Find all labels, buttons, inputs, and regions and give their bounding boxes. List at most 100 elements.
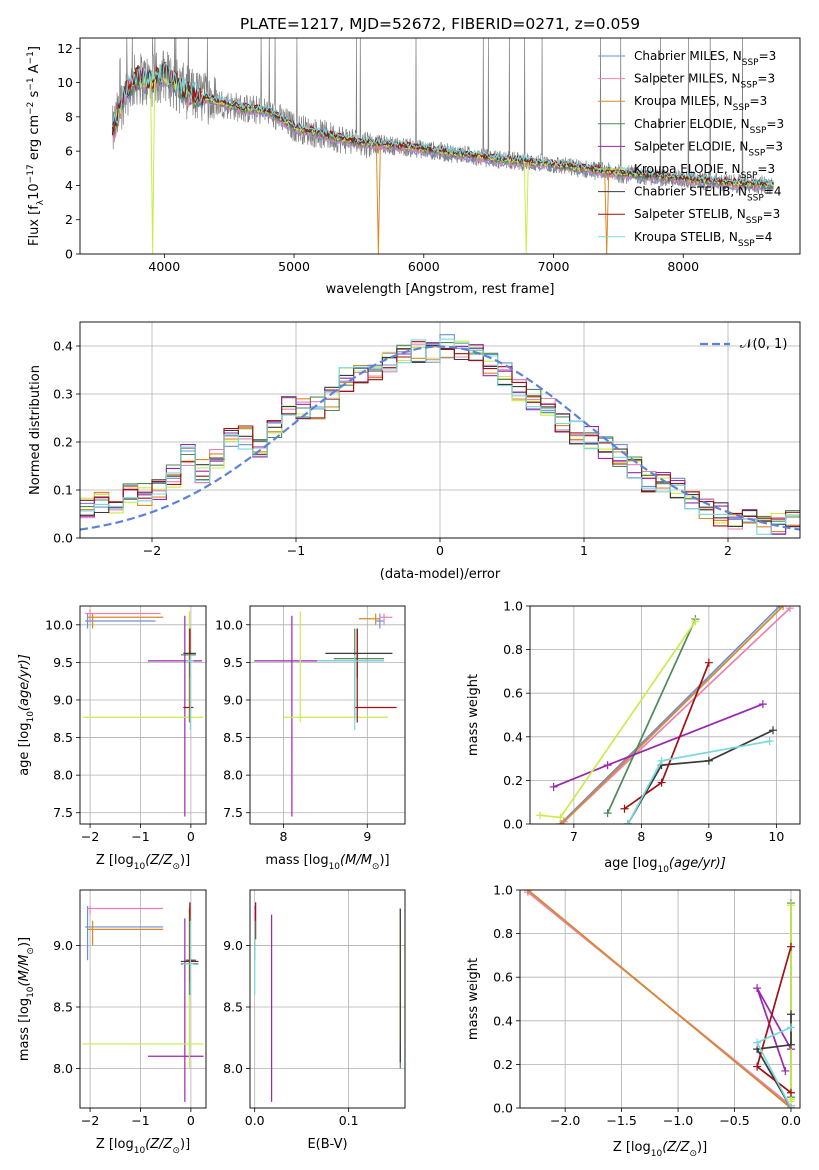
spectrum-dip [150, 81, 156, 254]
data-marker [549, 782, 558, 791]
axes-frame [249, 889, 406, 1109]
data-marker [557, 820, 566, 824]
model-spectrum [111, 68, 774, 192]
tick-label-y: 8.5 [53, 730, 73, 745]
tick-label-y: 0.4 [503, 729, 523, 744]
tick-label-y: 0.4 [53, 339, 73, 354]
label-part: (Z/Z [145, 1137, 173, 1152]
tick-label-x: 8000 [667, 259, 699, 274]
tick-label-x: 0 [187, 1113, 195, 1128]
label-part: mass [log [265, 853, 328, 868]
tick-label-y: 9.0 [53, 938, 73, 953]
tick-label-y: 9.5 [53, 655, 73, 670]
tick-label-y: 8.0 [53, 1061, 73, 1076]
label-part: Kroupa MILES, N [634, 94, 733, 108]
label-part: 10 [27, 183, 42, 200]
data-marker [786, 1010, 795, 1019]
figure-title: PLATE=1217, MJD=52672, FIBERID=0271, z=0… [240, 15, 640, 33]
tick-label-y: 1.0 [493, 883, 513, 898]
label-part: =4 [755, 230, 773, 244]
label-part: −2 [26, 102, 36, 115]
label-part: SSP [741, 81, 758, 91]
data-marker [603, 761, 612, 770]
x-axis-label: (data-model)/error [380, 567, 501, 582]
tick-label-y: 0 [65, 247, 73, 262]
tick-label-y: 0.6 [493, 970, 513, 985]
tick-label-x: −0.5 [719, 1113, 749, 1128]
label-part: SSP [746, 216, 763, 226]
tick-label-x: 4000 [148, 259, 180, 274]
label-part: age [log [17, 723, 32, 776]
label-part: Kroupa STELIB, N [634, 230, 738, 244]
label-part: Z [log [613, 1140, 651, 1155]
label-part: Chabrier ELODIE, N [634, 117, 750, 131]
plot-area-residuals [80, 334, 800, 535]
tick-label-y: 8.5 [223, 730, 243, 745]
data-marker [786, 1104, 795, 1108]
legend-entry: Kroupa ELODIE, NSSP=3 [634, 162, 775, 181]
data-marker [657, 778, 666, 787]
data-marker [753, 1038, 762, 1047]
tick-label-x: 6000 [408, 259, 440, 274]
legend-entry: Chabrier ELODIE, NSSP=3 [634, 117, 784, 136]
tick-label-y: 8.0 [223, 768, 243, 783]
label-part: Kroupa ELODIE, N [634, 162, 741, 176]
label-part: 10 [651, 1149, 663, 1159]
axes-frame [519, 889, 801, 1109]
plot-area-weight_vs_Z [523, 890, 795, 1108]
tick-label-y: 8.0 [223, 1061, 243, 1076]
tick-label-x: 2 [724, 543, 732, 558]
tick-label-y: 0.6 [503, 686, 523, 701]
label-part: )] [17, 937, 32, 947]
axes-frame [79, 37, 801, 255]
plot-area-age_vs_Z [82, 609, 204, 817]
tick-label-x: 0 [187, 829, 195, 844]
label-part: =3 [763, 207, 781, 221]
tick-label-x: 0 [436, 543, 444, 558]
y-axis-label: mass weight [466, 958, 481, 1040]
label-part: SSP [741, 171, 758, 181]
tick-label-y: 9.5 [223, 655, 243, 670]
data-marker [704, 658, 713, 667]
label-part: 10 [134, 1146, 146, 1156]
label-part: (Z/Z [662, 1140, 690, 1155]
label-part: )] [697, 1140, 707, 1155]
tick-label-y: 4 [65, 178, 73, 193]
label-part: (M/M [340, 853, 372, 868]
weight-line [606, 618, 697, 814]
tick-label-y: 10.0 [215, 617, 243, 632]
tick-label-y: 0.4 [493, 1013, 513, 1028]
tick-label-y: 0.0 [503, 817, 523, 832]
tick-label-y: 0.2 [53, 435, 73, 450]
label-part: ⊙ [26, 947, 36, 955]
y-axis-label: age [log10(age/yr)] [17, 654, 36, 776]
label-part: (age/yr)] [17, 654, 32, 711]
tick-label-y: 7.5 [53, 805, 73, 820]
label-part: )] [379, 853, 389, 868]
tick-label-x: 0.1 [339, 1113, 359, 1128]
tick-label-y: 0.1 [53, 483, 73, 498]
tick-label-x: −1.5 [606, 1113, 636, 1128]
data-marker [753, 1062, 762, 1071]
weight-line [553, 703, 764, 788]
label-part: (Z/Z [145, 853, 173, 868]
label-part: Z [log [96, 853, 134, 868]
x-axis-label: Z [log10(Z/Z⊙)] [96, 1137, 190, 1156]
data-marker [779, 606, 788, 610]
tick-label-y: 12 [57, 41, 73, 56]
label-part: −17 [26, 164, 36, 183]
tick-label-x: 8 [637, 829, 645, 844]
label-part: A [27, 64, 42, 77]
plot-area-mass_vs_Z [82, 902, 204, 1102]
tick-label-x: −2 [81, 1113, 99, 1128]
legend-entry: Salpeter ELODIE, NSSP=3 [634, 139, 783, 158]
data-marker [786, 1088, 795, 1097]
label-part: (age/yr)] [669, 856, 726, 871]
data-marker [786, 942, 795, 951]
x-axis-label: Z [log10(Z/Z⊙)] [96, 853, 190, 872]
label-part: 10 [134, 862, 146, 872]
label-part: =3 [757, 72, 775, 86]
spectrum-dip [523, 161, 529, 254]
label-part: ⊙ [372, 862, 380, 872]
axes-frame [79, 605, 207, 825]
